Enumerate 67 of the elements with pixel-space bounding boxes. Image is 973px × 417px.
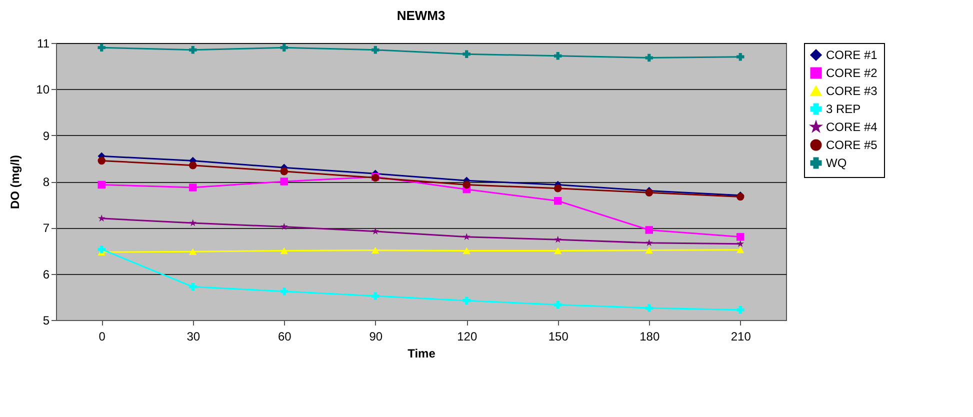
point — [462, 180, 470, 189]
point — [645, 304, 653, 312]
legend-label: WQ — [826, 156, 847, 170]
point — [189, 161, 197, 170]
point — [98, 44, 106, 52]
x-tick-label: 30 — [186, 330, 200, 344]
point — [645, 246, 653, 254]
point — [372, 292, 380, 300]
point — [554, 236, 562, 243]
point — [189, 46, 197, 54]
x-tick-label: 210 — [730, 330, 752, 344]
point — [645, 226, 653, 234]
point — [189, 248, 197, 256]
legend-label: 3 REP — [826, 102, 861, 116]
point — [280, 247, 288, 254]
point — [462, 233, 470, 240]
point — [280, 178, 288, 186]
point — [98, 245, 106, 254]
y-tick-label: 9 — [42, 128, 50, 143]
point — [554, 184, 562, 192]
point — [554, 247, 562, 254]
y-axis-title: DO (mg/l) — [8, 155, 22, 209]
point — [736, 240, 744, 247]
x-tick-label: 150 — [548, 330, 569, 344]
x-tick-label: 120 — [457, 330, 478, 344]
x-axis-title: Time — [408, 346, 436, 360]
point — [189, 282, 197, 291]
point — [645, 239, 653, 246]
point — [645, 54, 653, 62]
point — [736, 52, 744, 61]
point — [554, 52, 562, 60]
point — [280, 44, 288, 52]
point — [280, 222, 288, 230]
legend-label: CORE #4 — [826, 120, 878, 134]
point — [462, 247, 470, 254]
legend-label: CORE #5 — [826, 138, 878, 152]
point — [98, 156, 106, 165]
point — [189, 184, 197, 192]
x-tick-label: 180 — [640, 330, 660, 344]
point — [462, 296, 470, 304]
y-tick-label: 7 — [42, 221, 50, 236]
x-tick-label: 60 — [278, 330, 292, 344]
point — [372, 246, 380, 254]
point — [189, 219, 197, 226]
point — [372, 227, 380, 234]
point — [462, 50, 470, 58]
chart-title: NEWM3 — [396, 8, 446, 23]
x-tick-label: 90 — [369, 330, 383, 344]
point — [372, 46, 380, 54]
point — [98, 180, 106, 189]
y-tick-label: 6 — [42, 267, 50, 282]
legend-label: CORE #1 — [826, 48, 878, 62]
legend-label: CORE #2 — [826, 66, 878, 80]
point — [736, 233, 744, 241]
point — [736, 246, 744, 254]
y-tick-label: 10 — [36, 82, 50, 97]
point — [98, 214, 106, 222]
legend-label: CORE #3 — [826, 84, 878, 98]
point — [554, 300, 562, 309]
point — [736, 306, 744, 314]
point — [280, 288, 288, 296]
y-tick-label: 11 — [37, 36, 50, 50]
point — [280, 167, 288, 176]
y-tick-label: 5 — [42, 314, 50, 328]
y-tick-label: 8 — [42, 175, 50, 189]
x-tick-label: 0 — [98, 330, 106, 344]
point — [554, 197, 562, 205]
